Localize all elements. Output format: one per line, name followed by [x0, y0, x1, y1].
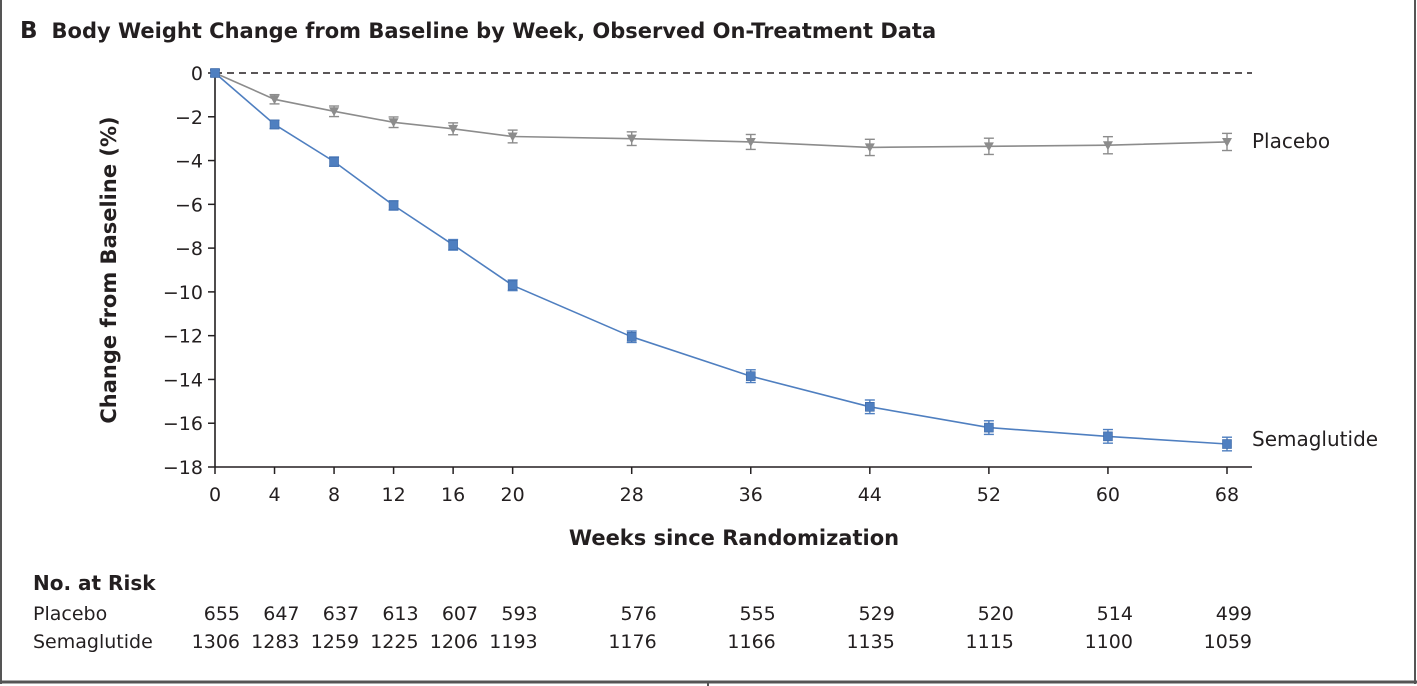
risk-cell-placebo: 520	[978, 603, 1014, 625]
risk-cell-placebo: 655	[204, 603, 240, 625]
risk-row-label-placebo: Placebo	[33, 603, 107, 625]
data-point-semaglutide	[507, 280, 518, 291]
risk-cell-placebo: 555	[739, 603, 775, 625]
risk-cell-semaglutide: 1206	[430, 631, 478, 653]
risk-cell-semaglutide: 1100	[1085, 631, 1133, 653]
y-tick-label: 0	[191, 63, 203, 85]
x-tick-label: 28	[620, 484, 644, 506]
data-point-semaglutide	[329, 156, 339, 167]
x-tick-label: 68	[1215, 484, 1239, 506]
panel-letter: B	[20, 18, 38, 44]
risk-cell-semaglutide: 1283	[251, 631, 299, 653]
y-tick-label: −12	[163, 326, 203, 348]
risk-table-title: No. at Risk	[33, 571, 156, 595]
series-line-placebo	[214, 72, 1228, 149]
risk-cell-semaglutide: 1166	[727, 631, 775, 653]
risk-cell-placebo: 529	[859, 603, 895, 625]
risk-cell-semaglutide: 1259	[311, 631, 359, 653]
data-point-semaglutide	[388, 200, 399, 211]
risk-table-cells: 655 647 637 613 607 593 576 555 529 520 514 499 1306…	[192, 603, 1252, 653]
panel-title: B Body Weight Change from Baseline by Wee…	[20, 18, 936, 44]
y-tick-label: −2	[175, 107, 203, 129]
x-axis-title: Weeks since Randomization	[569, 526, 899, 550]
data-point-placebo	[269, 95, 280, 105]
data-point-placebo	[864, 143, 875, 153]
data-point-placebo	[507, 132, 518, 142]
data-point-semaglutide	[626, 331, 637, 342]
series-label-placebo: Placebo	[1252, 129, 1330, 153]
risk-cell-semaglutide: 1115	[966, 631, 1014, 653]
risk-cell-semaglutide: 1306	[192, 631, 240, 653]
risk-cell-semaglutide: 1225	[370, 631, 418, 653]
risk-cell-semaglutide: 1193	[489, 631, 537, 653]
risk-cell-placebo: 514	[1097, 603, 1133, 625]
risk-cell-placebo: 499	[1216, 603, 1252, 625]
y-tick-label: −8	[175, 238, 203, 260]
data-point-semaglutide	[1222, 439, 1232, 449]
y-tick-label: −14	[163, 369, 203, 391]
x-tick-label: 12	[381, 484, 405, 506]
data-point-semaglutide	[1103, 431, 1113, 442]
y-tick-label: −4	[175, 151, 203, 173]
series-placebo	[210, 69, 1232, 157]
risk-row-label-semaglutide: Semaglutide	[33, 631, 153, 653]
data-point-semaglutide	[448, 240, 458, 250]
panel-title-text: Body Weight Change from Baseline by Week…	[51, 19, 937, 43]
series-label-semaglutide: Semaglutide	[1252, 427, 1378, 451]
data-point-placebo	[388, 118, 399, 128]
risk-cell-placebo: 637	[323, 603, 359, 625]
data-point-semaglutide	[269, 119, 280, 130]
risk-cell-placebo: 593	[501, 603, 537, 625]
x-tick-label: 4	[268, 484, 280, 506]
series-line-semaglutide	[214, 72, 1228, 445]
risk-table: No. at Risk Placebo Semaglutide 655 647 63…	[33, 571, 1252, 653]
x-tick-label: 36	[739, 484, 763, 506]
data-point-semaglutide	[745, 371, 756, 381]
risk-cell-placebo: 576	[620, 603, 656, 625]
data-point-semaglutide	[865, 402, 875, 412]
x-tick-label: 16	[441, 484, 465, 506]
risk-cell-semaglutide: 1059	[1204, 631, 1252, 653]
risk-cell-placebo: 607	[442, 603, 478, 625]
risk-cell-semaglutide: 1135	[846, 631, 894, 653]
data-point-semaglutide	[984, 422, 994, 433]
y-tick-label: −10	[163, 282, 203, 304]
data-point-placebo	[448, 124, 459, 134]
data-point-placebo	[1222, 137, 1232, 147]
x-tick-label: 8	[328, 484, 340, 506]
data-point-placebo	[745, 137, 756, 147]
y-tick-label: −18	[163, 457, 203, 479]
x-tick-label: 60	[1096, 484, 1120, 506]
risk-cell-placebo: 613	[382, 603, 418, 625]
y-tick-label: −16	[163, 413, 203, 435]
risk-cell-semaglutide: 1176	[608, 631, 656, 653]
data-point-placebo	[329, 107, 340, 117]
y-tick-label: −6	[175, 194, 203, 216]
risk-cell-placebo: 647	[263, 603, 299, 625]
x-tick-label: 44	[858, 484, 882, 506]
data-point-placebo	[626, 134, 637, 144]
x-tick-label: 52	[977, 484, 1001, 506]
data-point-semaglutide	[210, 68, 220, 78]
series-semaglutide	[210, 68, 1232, 452]
data-point-placebo	[1102, 141, 1113, 151]
x-tick-label: 20	[501, 484, 525, 506]
axes: 0 −2 −4 −6 −8 −10 −12 −14 −16 −18 0 4 8 12 16 20 28 36 44 5…	[163, 63, 1252, 506]
series-layer	[210, 68, 1232, 452]
y-axis-title: Change from Baseline (%)	[97, 116, 121, 423]
x-tick-label: 0	[209, 484, 221, 506]
data-point-placebo	[983, 142, 994, 152]
